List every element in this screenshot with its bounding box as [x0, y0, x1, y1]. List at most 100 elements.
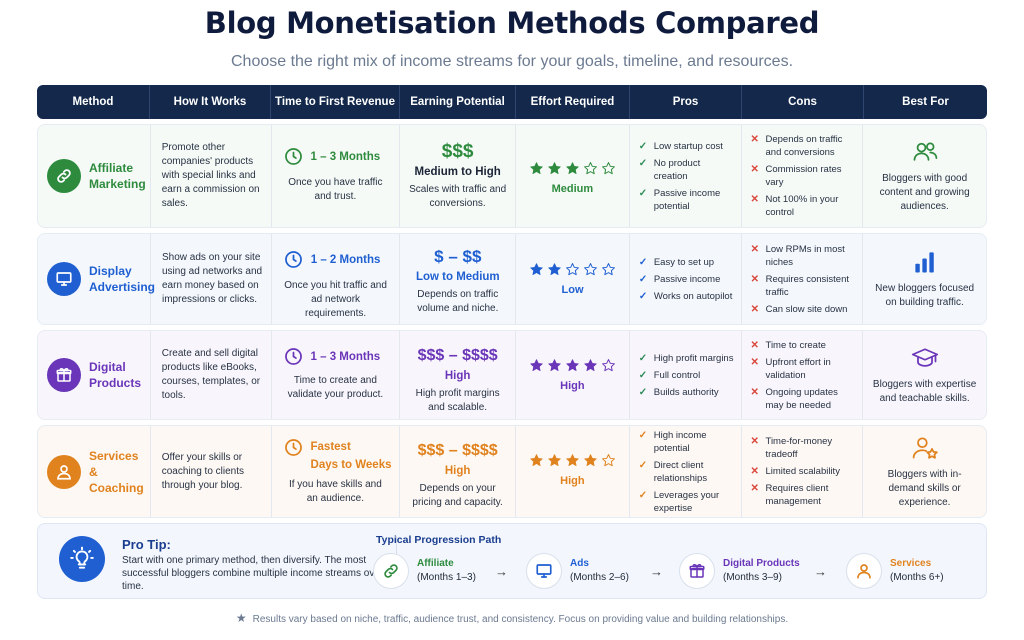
- progression-step-services: Services (Months 6+): [846, 553, 944, 589]
- check-icon: ✓: [638, 352, 648, 364]
- step-name: Services: [890, 558, 932, 569]
- star-filled-icon: [530, 359, 543, 371]
- method-name: Services & Coaching: [89, 448, 144, 495]
- time-cell: Fastest Days to Weeks If you have skills…: [272, 426, 401, 517]
- earning-note: High profit margins and scalable.: [415, 388, 500, 413]
- star-filled-icon: [548, 263, 561, 275]
- pro-item: ✓ Passive income: [638, 273, 721, 285]
- star-rating: [516, 262, 629, 277]
- how-it-works-cell: Show ads on your site using ad networks …: [151, 234, 272, 324]
- earning-note: Depends on your pricing and capacity.: [412, 483, 503, 508]
- method-cell: Display Advertising: [38, 234, 155, 324]
- cons-cell: ✕ Depends on traffic and conversions ✕ Com…: [742, 125, 864, 227]
- footnote-text: Results vary based on niche, traffic, au…: [252, 614, 789, 625]
- star-filled-icon: [530, 454, 543, 466]
- pro-item: ✓ Builds authority: [638, 386, 719, 398]
- con-item: ✕ Limited scalability: [750, 466, 840, 477]
- progression-step-affiliate: Affiliate (Months 1–3): [373, 553, 476, 589]
- table-row-affiliate: Affiliate Marketing Promote other compan…: [37, 124, 987, 228]
- time-note: Once you hit traffic and ad network requ…: [284, 280, 387, 319]
- check-icon: ✓: [638, 187, 648, 199]
- monitor-icon: [526, 553, 562, 589]
- header-method: Method: [37, 85, 150, 119]
- cross-icon: ✕: [750, 164, 759, 175]
- check-icon: ✓: [638, 369, 648, 381]
- effort-cell: High: [516, 426, 630, 517]
- best-for-cell: Bloggers with good content and growing a…: [863, 125, 986, 227]
- star-filled-icon: [548, 359, 561, 371]
- person-icon: [846, 553, 882, 589]
- bar-chart-icon: [915, 252, 934, 273]
- progression-step-digital-products: Digital Products (Months 3–9): [679, 553, 800, 589]
- earning-dollars: $$$: [441, 141, 474, 162]
- how-it-works-cell: Promote other companies' products with s…: [151, 125, 272, 227]
- earning-cell: $$$ – $$$$ High High profit margins and …: [400, 331, 516, 419]
- earning-level: High: [444, 370, 471, 382]
- cross-icon: ✕: [750, 273, 759, 285]
- earning-note: Scales with traffic and conversions.: [409, 184, 507, 209]
- star-empty-icon: [601, 454, 615, 467]
- pro-tip-text: Start with one primary method, then dive…: [122, 555, 384, 592]
- monitor-icon: [47, 262, 81, 296]
- earning-dollars: $ – $$: [434, 247, 482, 266]
- star-rating: [516, 453, 629, 468]
- header-earning-potential: Earning Potential: [400, 85, 516, 119]
- check-icon: ✓: [638, 157, 648, 169]
- cross-icon: ✕: [750, 134, 759, 145]
- time-value-range: Days to Weeks: [310, 459, 392, 471]
- time-value: Fastest: [310, 441, 351, 453]
- earning-note: Depends on traffic volume and niche.: [417, 289, 499, 314]
- star-filled-icon: [584, 359, 597, 371]
- pro-item: ✓ Direct client relationships: [638, 459, 708, 484]
- check-icon: ✓: [638, 386, 648, 398]
- star-rating: [516, 358, 629, 373]
- con-item: ✕ Depends on traffic and conversions: [750, 134, 843, 158]
- earning-dollars: $$$ – $$$$: [417, 347, 498, 364]
- check-icon: ✓: [638, 290, 648, 302]
- star-empty-icon: [584, 263, 597, 276]
- method-name: Affiliate Marketing: [89, 161, 146, 191]
- star-empty-icon: [566, 263, 579, 276]
- time-note: Once you have traffic and trust.: [288, 177, 383, 202]
- effort-cell: Medium: [516, 125, 630, 227]
- con-item: ✕ Requires consistent traffic: [750, 273, 850, 298]
- check-icon: ✓: [638, 429, 648, 441]
- con-item: ✕ Requires client management: [750, 483, 829, 507]
- method-cell: Affiliate Marketing: [38, 125, 151, 227]
- check-icon: ✓: [638, 140, 648, 152]
- method-cell: Digital Products: [38, 331, 151, 419]
- table-row-display-advertising: Display Advertising Show ads on your sit…: [37, 233, 987, 325]
- person-icon: [47, 454, 81, 489]
- pro-tip-title: Pro Tip:: [122, 537, 171, 552]
- time-cell: 1 – 2 Months Once you hit traffic and ad…: [272, 234, 401, 324]
- pro-item: ✓ Works on autopilot: [638, 290, 733, 302]
- cross-icon: ✕: [750, 194, 759, 205]
- best-for-text: Bloggers with in-demand skills or experi…: [887, 468, 962, 508]
- person-star-icon: [912, 437, 938, 459]
- pros-cell: ✓ High income potential ✓ Direct client re…: [630, 426, 742, 517]
- cross-icon: ✕: [750, 436, 759, 447]
- pros-cell: ✓ Easy to set up ✓ Passive income ✓ Works o…: [630, 234, 742, 324]
- best-for-text: New bloggers focused on building traffic…: [875, 283, 975, 308]
- earning-cell: $ – $$ Low to Medium Depends on traffic …: [400, 234, 517, 324]
- header-effort-required: Effort Required: [516, 85, 630, 119]
- step-months: (Months 2–6): [570, 572, 629, 583]
- pro-item: ✓ Leverages your expertise: [638, 489, 720, 514]
- how-it-works-cell: Create and sell digital products like eB…: [151, 331, 272, 419]
- gift-box-icon: [679, 553, 715, 589]
- pro-item: ✓ Easy to set up: [638, 256, 715, 268]
- earning-cell: $$$ Medium to High Scales with traffic a…: [400, 125, 516, 227]
- cross-icon: ✕: [750, 386, 759, 398]
- step-months: (Months 3–9): [723, 572, 782, 583]
- time-value: 1 – 3 Months: [310, 350, 381, 363]
- link-icon: [373, 553, 409, 589]
- clock-icon: [284, 439, 302, 456]
- con-item: ✕ Time-for-money tradeoff: [750, 436, 833, 460]
- link-icon: [47, 159, 81, 193]
- header-best-for: Best For: [902, 96, 949, 108]
- earning-level: Medium to High: [414, 166, 501, 178]
- pro-tip-panel: Pro Tip: Start with one primary method, …: [37, 523, 987, 599]
- progression-step-ads: Ads (Months 2–6): [526, 553, 629, 589]
- effort-cell: Low: [516, 234, 630, 324]
- effort-label: Low: [561, 284, 584, 296]
